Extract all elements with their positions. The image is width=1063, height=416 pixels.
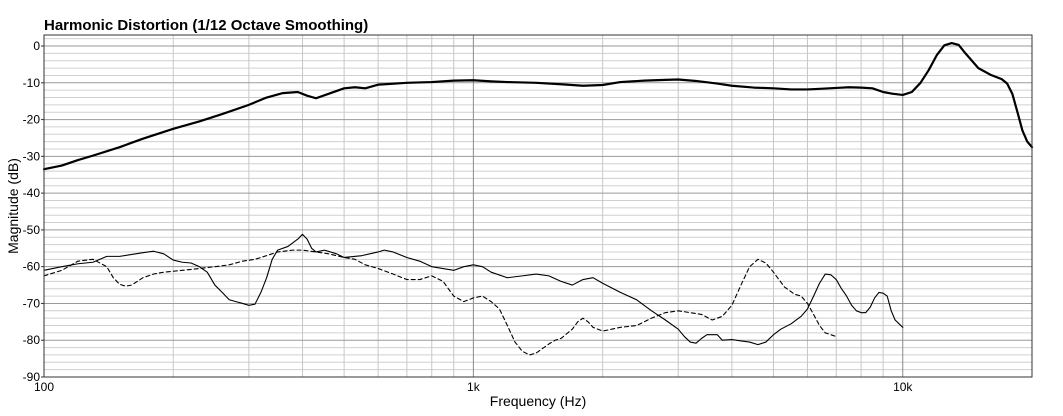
chart-title: Harmonic Distortion (1/12 Octave Smoothi… (44, 17, 368, 34)
y-tick-label: 0 (33, 39, 40, 53)
y-tick-label: -90 (23, 370, 41, 384)
x-tick-label: 1k (467, 380, 481, 394)
y-tick-label: -80 (23, 333, 41, 347)
y-axis-label: Magnitude (dB) (5, 158, 21, 254)
series-line-solid (43, 233, 904, 346)
x-tick-labels: 100 1k 10k (34, 380, 913, 394)
x-tick-label: 10k (893, 380, 913, 394)
plot-frame (43, 34, 1033, 378)
x-tick-label: 100 (34, 380, 54, 394)
y-tick-label: -10 (23, 76, 41, 90)
x-axis-label: Frequency (Hz) (490, 393, 586, 409)
y-tick-label: -40 (23, 186, 41, 200)
y-tick-label: -60 (23, 260, 41, 274)
y-tick-label: -20 (23, 113, 41, 127)
y-tick-label: -70 (23, 296, 41, 310)
series-line-bold (42, 41, 1034, 171)
y-tick-label: -50 (23, 223, 41, 237)
series-layer (42, 41, 1034, 356)
minor-gridlines (44, 35, 1033, 377)
major-gridlines (43, 35, 1032, 378)
series-line-dashed (43, 249, 837, 356)
y-tick-labels: 0 -10 -20 -30 -40 -50 -60 -70 -80 -90 (23, 39, 44, 384)
y-tick-label: -30 (23, 149, 41, 163)
